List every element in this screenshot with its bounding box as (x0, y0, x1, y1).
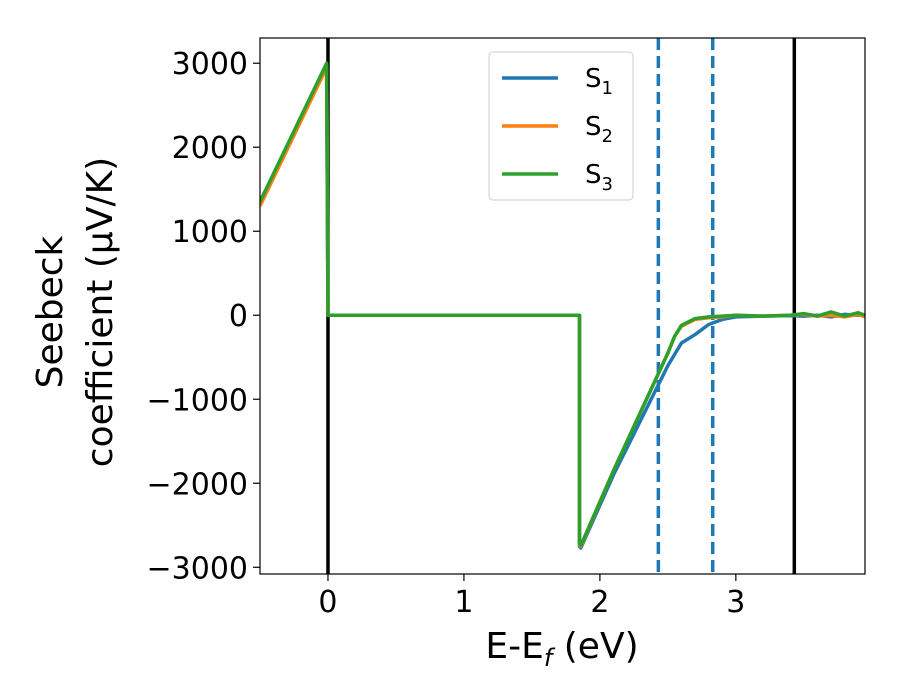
y-tick-label: −3000 (147, 551, 248, 586)
y-axis-label-line2: coefficient (μV/K) (80, 157, 121, 467)
x-tick-label: 2 (590, 585, 609, 620)
y-tick-label: 3000 (172, 47, 248, 82)
y-axis: 3000 2000 1000 0 −1000 −2000 −3000 (147, 47, 260, 586)
y-axis-label-line1: Seebeck (30, 235, 71, 388)
legend-box (488, 51, 634, 201)
y-tick-label: 1000 (172, 215, 248, 250)
x-axis: 0 1 2 3 (318, 574, 745, 620)
x-tick-label: 1 (454, 585, 473, 620)
y-tick-label: −2000 (147, 467, 248, 502)
x-tick-label: 3 (726, 585, 745, 620)
x-axis-label-unit: (eV) (552, 626, 638, 667)
legend-label-s1: S1 (585, 64, 613, 99)
x-axis-label: E-Ef (eV) (485, 626, 638, 672)
y-tick-label: −1000 (147, 383, 248, 418)
series-line-s3 (260, 61, 865, 548)
y-tick-label: 2000 (172, 131, 248, 166)
x-axis-label-main: E-E (485, 626, 543, 667)
series-lines (260, 61, 865, 550)
y-tick-label: 0 (229, 299, 248, 334)
legend-label-s2: S2 (585, 112, 613, 147)
plot-frame (259, 37, 866, 575)
x-tick-label: 0 (318, 585, 337, 620)
legend: S1 S2 S3 (488, 51, 634, 201)
legend-label-s3: S3 (585, 160, 613, 195)
